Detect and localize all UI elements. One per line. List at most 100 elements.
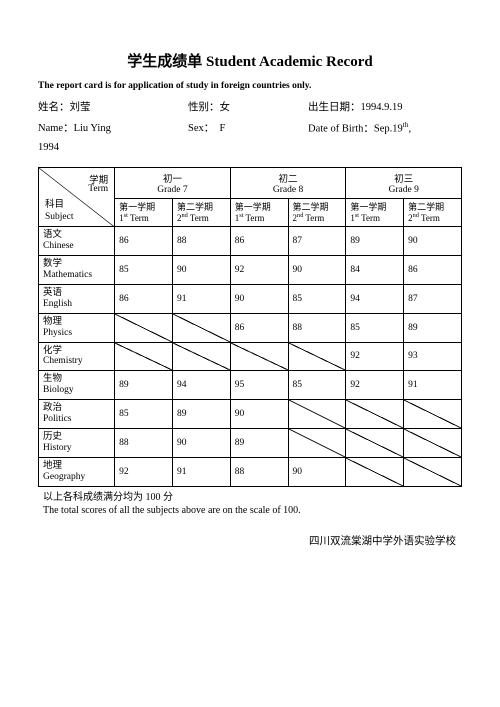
- dob-en-comma: ,: [409, 124, 412, 135]
- score-cell: 85: [115, 256, 173, 285]
- score-cell: 92: [115, 457, 173, 486]
- table-row: 数学Mathematics859092908486: [39, 256, 462, 285]
- score-cell: 93: [404, 342, 462, 371]
- score-cell: [288, 342, 346, 371]
- score-cell: [115, 342, 173, 371]
- table-row: 历史History889089: [39, 429, 462, 458]
- name-cn-label: 姓名：: [38, 102, 70, 113]
- grade-en: Grade 7: [157, 185, 187, 195]
- score-cell: 85: [288, 371, 346, 400]
- term-sub-header: 第二学期2nd Term: [172, 198, 230, 227]
- score-cell: 90: [404, 227, 462, 256]
- score-cell: 87: [404, 284, 462, 313]
- term-sub-header: 第一学期1st Term: [115, 198, 173, 227]
- score-cell: [288, 400, 346, 429]
- score-cell: 90: [172, 429, 230, 458]
- school-name: 四川双流棠湖中学外语实验学校: [38, 533, 462, 548]
- score-cell: [346, 457, 404, 486]
- table-row: 地理Geography92918890: [39, 457, 462, 486]
- dob-en-month: Sep.19: [374, 124, 403, 135]
- score-cell: 90: [230, 400, 288, 429]
- score-cell: [172, 342, 230, 371]
- term-sub-header: 第一学期1st Term: [230, 198, 288, 227]
- score-cell: 95: [230, 371, 288, 400]
- score-cell: 85: [288, 284, 346, 313]
- score-cell: 88: [230, 457, 288, 486]
- grade-header: 初一 Grade 7: [115, 167, 231, 198]
- score-cell: 86: [404, 256, 462, 285]
- score-cell: 90: [288, 256, 346, 285]
- info-row-cn: 姓名：刘莹 性别：女 出生日期：1994.9.19: [38, 99, 462, 114]
- score-cell: 85: [346, 313, 404, 342]
- score-cell: [172, 313, 230, 342]
- score-cell: 85: [115, 400, 173, 429]
- score-cell: 86: [115, 284, 173, 313]
- footnote-en: The total scores of all the subjects abo…: [43, 505, 301, 516]
- score-cell: 89: [346, 227, 404, 256]
- grades-table: 学期 Term 科目 Subject 初一 Grade 7 初二 Grade 8…: [38, 167, 462, 487]
- diag-subj-cn: 科目: [45, 196, 64, 210]
- score-cell: 89: [115, 371, 173, 400]
- score-cell: [346, 429, 404, 458]
- subject-cell: 语文Chinese: [39, 227, 115, 256]
- score-cell: [230, 342, 288, 371]
- name-cn: 刘莹: [70, 102, 91, 113]
- name-en-label: Name：: [38, 123, 74, 134]
- gender-cn-label: 性别：: [188, 102, 220, 113]
- score-cell: 91: [172, 284, 230, 313]
- score-cell: 89: [230, 429, 288, 458]
- table-row: 化学Chemistry 9293: [39, 342, 462, 371]
- score-cell: 88: [115, 429, 173, 458]
- subject-cell: 生物Biology: [39, 371, 115, 400]
- subject-cell: 数学Mathematics: [39, 256, 115, 285]
- dob-cn-label: 出生日期：: [308, 102, 361, 113]
- grade-header: 初二 Grade 8: [230, 167, 346, 198]
- score-cell: 90: [172, 256, 230, 285]
- grade-en: Grade 9: [389, 185, 419, 195]
- info-row-en: Name：Liu Ying Sex： F Date of Birth：Sep.1…: [38, 120, 462, 136]
- score-cell: 86: [230, 227, 288, 256]
- score-cell: [288, 429, 346, 458]
- dob-year: 1994: [38, 142, 462, 153]
- term-sub-header: 第二学期2nd Term: [404, 198, 462, 227]
- grade-header: 初三 Grade 9: [346, 167, 462, 198]
- score-cell: [404, 400, 462, 429]
- score-cell: [404, 429, 462, 458]
- subject-cell: 政治Politics: [39, 400, 115, 429]
- score-cell: 90: [230, 284, 288, 313]
- subject-cell: 历史History: [39, 429, 115, 458]
- diag-header: 学期 Term 科目 Subject: [39, 167, 115, 227]
- score-cell: 89: [172, 400, 230, 429]
- table-row: 语文Chinese868886878990: [39, 227, 462, 256]
- dob-en-label: Date of Birth：: [308, 124, 374, 135]
- grade-en: Grade 8: [273, 185, 303, 195]
- score-cell: [346, 400, 404, 429]
- footnote-cn: 以上各科成绩满分均为 100 分: [43, 492, 173, 503]
- term-sub-header: 第二学期2nd Term: [288, 198, 346, 227]
- score-cell: 92: [346, 342, 404, 371]
- gender-cn: 女: [220, 102, 231, 113]
- score-cell: 88: [288, 313, 346, 342]
- dob-cn: 1994.9.19: [361, 102, 403, 113]
- score-cell: 94: [346, 284, 404, 313]
- score-cell: 89: [404, 313, 462, 342]
- diag-subj-en: Subject: [45, 212, 74, 222]
- table-row: 英语English869190859487: [39, 284, 462, 313]
- grade-cn: 初一: [163, 175, 182, 185]
- score-cell: 92: [346, 371, 404, 400]
- score-cell: 88: [172, 227, 230, 256]
- table-row: 政治Politics858990: [39, 400, 462, 429]
- subject-cell: 化学Chemistry: [39, 342, 115, 371]
- score-cell: 91: [404, 371, 462, 400]
- score-cell: [115, 313, 173, 342]
- diag-term-en: Term: [88, 184, 108, 194]
- score-cell: 84: [346, 256, 404, 285]
- page-title: 学生成绩单 Student Academic Record: [38, 50, 462, 71]
- table-row: 物理Physics86888589: [39, 313, 462, 342]
- subject-cell: 地理Geography: [39, 457, 115, 486]
- sex: F: [220, 123, 226, 134]
- score-cell: 90: [288, 457, 346, 486]
- sex-label: Sex：: [188, 123, 214, 134]
- subtitle: The report card is for application of st…: [38, 81, 462, 91]
- name-en: Liu Ying: [74, 123, 111, 134]
